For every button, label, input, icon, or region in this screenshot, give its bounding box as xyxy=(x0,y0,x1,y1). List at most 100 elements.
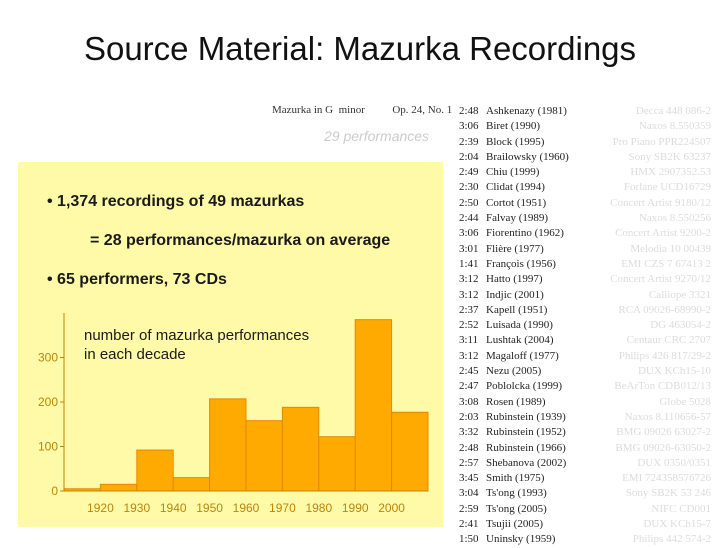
recording-performer: Nezu (2005) xyxy=(486,365,542,378)
recording-row: 3:06 Biret (1990) Naxos 8.550359 xyxy=(459,119,711,134)
recording-performer: Fiorentino (1962) xyxy=(486,227,564,240)
x-tick-label: 2000 xyxy=(378,501,405,515)
bar-1940 xyxy=(172,477,211,492)
bar-2000 xyxy=(391,411,429,492)
recording-time: 2:30 xyxy=(459,181,479,194)
recording-time: 2:37 xyxy=(459,303,479,316)
recording-time: 2:41 xyxy=(459,518,479,531)
recording-row: 3:12 Hatto (1997) Concert Artist 9270/12 xyxy=(459,272,711,287)
recording-time: 3:11 xyxy=(459,334,479,347)
recording-row: 3:12 Indjic (2001) Calliope 3321 xyxy=(459,288,711,303)
recording-label: Sony SB2K 63237 xyxy=(628,150,711,163)
recording-label: Globe 5028 xyxy=(659,395,711,408)
recording-time: 2:50 xyxy=(459,196,479,209)
recording-label: Decca 448 086-2 xyxy=(635,105,711,117)
recording-performer: Kapell (1951) xyxy=(486,303,548,316)
recording-row: 2:04 Brailowsky (1960) Sony SB2K 63237 xyxy=(459,150,711,165)
recording-row: 2:39 Block (1995) Pro Piano PPR224507 xyxy=(459,135,711,150)
bar-1930 xyxy=(136,449,174,492)
recording-row: 2:48 Rubinstein (1966) BMG 09026-63050-2 xyxy=(459,441,711,456)
recording-time: 2:47 xyxy=(459,380,479,393)
bar-1990 xyxy=(354,319,393,492)
recording-row: 1:41 François (1956) EMI CZS 7 67413 2 xyxy=(459,257,711,272)
recording-time: 3:32 xyxy=(459,426,479,439)
recording-row: 3:11 Lushtak (2004) Centaur CRC 2707 xyxy=(459,333,711,348)
recording-label: Sony SB2K 53 246 xyxy=(625,487,711,500)
recording-row: 2:49 Chiu (1999) HMX 2907352.53 xyxy=(459,165,711,180)
recording-row: 2:30 Clidat (1994) Forlane UCD16729 xyxy=(459,180,711,195)
recording-time: 2:57 xyxy=(459,456,479,469)
recording-label: Pro Piano PPR224507 xyxy=(612,135,711,148)
recording-row: 3:01 Flière (1977) Melodia 10 00439 xyxy=(459,242,711,257)
recording-label: BMG 09026 63027-2 xyxy=(616,426,711,439)
recording-performer: Shebanova (2002) xyxy=(486,456,567,469)
recording-label: Naxos 8.550359 xyxy=(638,120,711,133)
recording-time: 3:12 xyxy=(459,288,479,301)
recording-row: 2:50 Cortot (1951) Concert Artist 9180/12 xyxy=(459,196,711,211)
recording-label: Melodia 10 00439 xyxy=(630,242,711,255)
recording-label: BMG 09026-63050-2 xyxy=(615,441,711,454)
recording-label: Calliope 3321 xyxy=(648,288,711,301)
recording-performer: Rubinstein (1966) xyxy=(486,441,566,454)
x-tick-label: 1980 xyxy=(305,501,332,515)
recording-performer: Tsujii (2005) xyxy=(486,518,543,531)
recording-row: 3:04 Ts'ong (1993) Sony SB2K 53 246 xyxy=(459,486,711,501)
x-tick-label: 1960 xyxy=(233,501,260,515)
y-tick-label: 0 xyxy=(51,484,58,498)
recording-performer: Lushtak (2004) xyxy=(486,334,554,347)
recording-performer: Ts'ong (1993) xyxy=(486,487,547,500)
recording-time: 3:06 xyxy=(459,227,479,240)
recording-time: 2:39 xyxy=(459,135,479,148)
recording-performer: Smith (1975) xyxy=(486,472,545,485)
recording-row: 3:32 Rubinstein (1952) BMG 09026 63027-2 xyxy=(459,425,711,440)
recording-label: EMI 724358576726 xyxy=(622,472,711,485)
x-tick-label: 1920 xyxy=(87,501,114,515)
bullet-performers: • 65 performers, 73 CDs xyxy=(47,271,227,288)
recording-time: 2:03 xyxy=(459,410,479,423)
recording-performer: Ts'ong (2005) xyxy=(486,502,547,515)
recording-performer: Magaloff (1977) xyxy=(486,349,559,362)
recording-label: Naxos 8.110656-57 xyxy=(624,410,711,423)
recording-list: 2:48 Ashkenazy (1981) Decca 448 086-2 3:06 B… xyxy=(459,104,711,548)
recording-row: 2:59 Ts'ong (2005) NIFC CD001 xyxy=(459,502,711,517)
recording-row: 3:12 Magaloff (1977) Philips 426 817/29-2 xyxy=(459,349,711,364)
recording-performer: Indjic (2001) xyxy=(486,288,544,301)
recording-performer: Poblolcka (1999) xyxy=(486,380,563,393)
bar-1920 xyxy=(99,483,138,492)
recording-performer: Luisada (1990) xyxy=(486,319,553,332)
recording-row: 2:41 Tsujii (2005) DUX KCh15-7 xyxy=(459,517,711,532)
recording-label: DUX 0350/0351 xyxy=(637,456,711,469)
recording-label: DG 463054-2 xyxy=(650,319,711,332)
recording-row: 2:57 Shebanova (2002) DUX 0350/0351 xyxy=(459,456,711,471)
recording-time: 3:12 xyxy=(459,349,479,362)
y-tick-label: 100 xyxy=(38,440,58,454)
recording-label: Philips 426 817/29-2 xyxy=(618,349,711,362)
recording-label: Naxos 8.550256 xyxy=(638,212,711,225)
performances-count: 29 performances xyxy=(324,128,430,144)
bar-1960 xyxy=(245,420,283,492)
recording-label: Concert Artist 9270/12 xyxy=(610,273,711,286)
bar-1980 xyxy=(318,436,356,492)
recording-performer: François (1956) xyxy=(486,257,556,270)
x-tick-label: 1940 xyxy=(160,501,187,515)
bullet-average: = 28 performances/mazurka on average xyxy=(90,232,391,249)
recording-row: 3:45 Smith (1975) EMI 724358576726 xyxy=(459,471,711,486)
recording-label: Concert Artist 9200-2 xyxy=(615,227,711,240)
recording-label: BeArTon CDB012/13 xyxy=(614,380,711,393)
recording-performer: Cortot (1951) xyxy=(486,196,547,209)
recording-row: 2:44 Falvay (1989) Naxos 8.550256 xyxy=(459,211,711,226)
recording-time: 2:44 xyxy=(459,212,479,225)
x-tick-label: 1930 xyxy=(123,501,150,515)
recording-label: RCA 09026-68990-2 xyxy=(618,303,711,316)
slide-title: Source Material: Mazurka Recordings xyxy=(83,30,637,67)
recording-time: 2:59 xyxy=(459,502,479,515)
recording-performer: Chiu (1999) xyxy=(486,166,540,179)
recording-row: 3:08 Rosen (1989) Globe 5028 xyxy=(459,395,711,410)
recording-time: 2:04 xyxy=(459,150,479,163)
y-tick-label: 300 xyxy=(38,351,58,365)
x-tick-label: 1990 xyxy=(342,501,369,515)
recording-performer: Falvay (1989) xyxy=(486,212,549,225)
chart-caption-line2: in each decade xyxy=(84,346,186,363)
recording-time: 2:49 xyxy=(459,166,479,179)
